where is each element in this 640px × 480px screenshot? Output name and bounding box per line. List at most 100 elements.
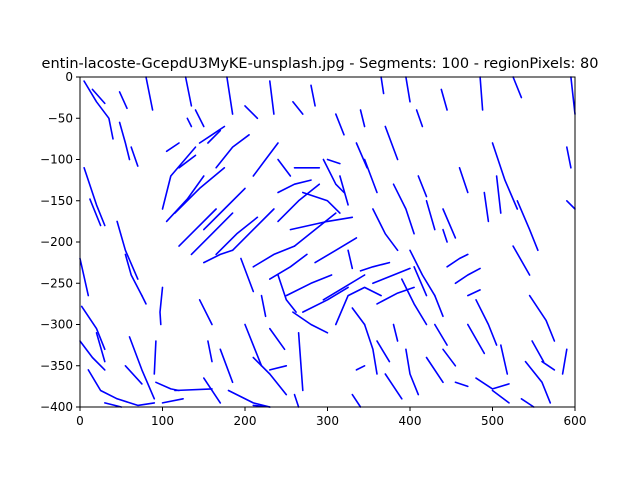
chart-title: entin-lacoste-GcepdU3MyKE-unsplash.jpg -… (42, 56, 599, 72)
segment-34 (268, 327, 286, 351)
segment-51 (198, 125, 226, 144)
segment-107 (495, 175, 502, 214)
segment-25 (203, 377, 222, 404)
segment-18 (104, 402, 123, 408)
segment-21 (153, 340, 157, 375)
segment-74 (405, 348, 420, 396)
segment-62 (289, 216, 354, 231)
y-tick-label: −300 (40, 318, 73, 332)
y-axis-ticks: 0 −50 −100 −150 −200 −250 −300 −350 −400 (40, 70, 80, 414)
segment-56 (277, 183, 321, 223)
y-tick-label: −250 (40, 276, 73, 290)
segment-95 (528, 294, 556, 342)
segment-84 (442, 348, 457, 367)
segment-108 (483, 191, 490, 223)
segment-79 (400, 278, 428, 326)
segment-29 (244, 323, 263, 367)
segment-99 (565, 146, 572, 169)
segment-103 (440, 88, 448, 111)
segment-27 (198, 298, 213, 326)
segment-33 (268, 364, 288, 371)
segment-4 (145, 76, 154, 111)
segment-127 (244, 105, 259, 120)
segment-55 (277, 179, 312, 194)
segment-42 (203, 187, 246, 231)
segment-120 (384, 125, 399, 161)
segment-30 (252, 356, 288, 396)
segment-36 (293, 393, 300, 408)
segment-63 (314, 237, 358, 264)
segment-100 (570, 76, 576, 115)
segment-72 (351, 393, 362, 408)
segment-94 (531, 340, 545, 363)
segment-41 (178, 208, 217, 247)
segment-23 (161, 397, 184, 404)
y-tick-label: −350 (40, 359, 73, 373)
segment-93 (524, 360, 552, 404)
segment-92 (520, 397, 535, 408)
segment-122 (415, 109, 424, 128)
segment-2 (118, 91, 128, 110)
segment-77 (372, 208, 399, 252)
segment-136 (347, 249, 354, 270)
segment-12 (95, 331, 106, 363)
segment-114 (339, 175, 349, 206)
segment-59 (268, 253, 308, 280)
segment-65 (334, 286, 382, 326)
axes-frame (79, 76, 576, 408)
segment-80 (392, 183, 415, 235)
segment-52 (165, 142, 180, 153)
segment-82 (433, 294, 444, 318)
x-tick-label: 100 (151, 414, 174, 428)
segment-64 (322, 274, 366, 301)
segment-101 (512, 76, 523, 99)
segment-123 (380, 76, 385, 95)
segment-128 (226, 76, 234, 115)
segment-124 (268, 80, 275, 115)
segment-112 (417, 175, 428, 198)
segment-1 (91, 88, 106, 105)
segment-73 (384, 373, 403, 400)
segment-115 (322, 158, 345, 194)
segment-90 (475, 298, 498, 346)
segment-118 (355, 142, 368, 169)
segment-87 (475, 377, 510, 390)
segment-48 (203, 249, 234, 264)
segment-10 (79, 257, 90, 297)
segment-71 (355, 364, 366, 371)
segment-26 (219, 348, 234, 384)
segment-69 (359, 261, 391, 272)
segment-139 (454, 267, 481, 285)
segment-39 (277, 274, 297, 313)
segment-40 (292, 311, 329, 334)
segment-14 (87, 369, 118, 400)
x-tick-label: 500 (481, 414, 504, 428)
y-tick-label: −50 (48, 111, 73, 125)
segment-8 (116, 220, 139, 280)
segment-19 (141, 294, 147, 305)
segment-7 (89, 198, 102, 227)
segment-20 (159, 286, 164, 326)
y-tick-label: −400 (40, 400, 73, 414)
segment-66 (351, 307, 366, 326)
segment-5 (130, 146, 139, 167)
segment-116 (301, 191, 341, 214)
segment-53 (215, 134, 250, 169)
x-axis-ticks: 0 100 200 300 400 500 600 (76, 407, 586, 428)
segment-135 (326, 158, 341, 165)
segment-13 (79, 340, 106, 371)
segment-38 (260, 294, 267, 318)
segment-132 (207, 129, 222, 144)
segment-106 (512, 245, 531, 276)
segment-110 (442, 208, 457, 239)
segment-43 (165, 175, 205, 223)
segment-3 (118, 121, 131, 161)
segment-49 (178, 154, 197, 169)
segment-45 (190, 212, 234, 256)
segment-22 (155, 381, 180, 392)
segment-75 (376, 340, 391, 363)
segment-24 (174, 388, 213, 392)
y-tick-label: −200 (40, 235, 73, 249)
segment-58 (252, 245, 296, 268)
x-tick-label: 300 (316, 414, 339, 428)
